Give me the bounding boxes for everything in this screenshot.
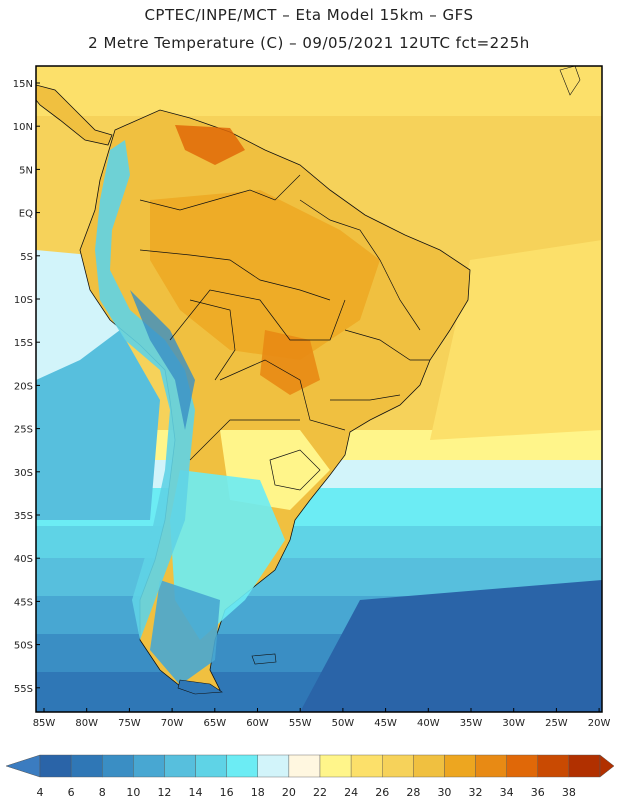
colorbar-swatch: [70, 754, 103, 778]
colorbar-swatch: [568, 754, 601, 778]
chart-subtitle: 2 Metre Temperature (C) – 09/05/2021 12U…: [88, 34, 530, 52]
deep-cold-pool: [300, 580, 602, 712]
lat-label: 15S: [14, 338, 33, 349]
lon-label: 50W: [332, 718, 355, 729]
lon-label: 30W: [502, 718, 525, 729]
lon-label: 70W: [161, 718, 184, 729]
central-america-land: [36, 84, 113, 146]
lon-label: 65W: [203, 718, 226, 729]
brazil-highlands-hot: [260, 330, 320, 395]
longitude-axis: 85W 80W 75W 70W 65W 60W 55W 50W 45W 40W 35W 30W 25W 2…: [33, 708, 611, 729]
lon-label: 45W: [374, 718, 397, 729]
colorbar-label: 38: [562, 786, 576, 799]
lat-label: 55S: [14, 684, 33, 695]
latitude-axis: 15N 10N 5N EQ 5S 10S 15S 20S 25S 30S 35S 40S 45S 50S 5…: [13, 79, 40, 695]
patagonia-cold: [150, 580, 220, 685]
caribbean-islands: [559, 66, 581, 96]
colorbar-swatch: [537, 754, 570, 778]
lat-label: 25S: [14, 425, 33, 436]
colorbar-label: 30: [437, 786, 451, 799]
colorbar-swatch: [506, 754, 538, 778]
colorbar-swatch: [288, 754, 321, 778]
colorbar-label: 12: [157, 786, 171, 799]
andes-cold-strip: [95, 140, 195, 640]
colorbar-swatch: [195, 754, 227, 778]
colorbar-label: 18: [251, 786, 265, 799]
colorbar-label: 26: [375, 786, 389, 799]
lon-label: 20W: [588, 718, 611, 729]
colorbar-label: 10: [126, 786, 140, 799]
lat-label: 35S: [14, 511, 33, 522]
band-cool: [36, 526, 602, 560]
colorbar-swatch: [350, 754, 383, 778]
colorbar-label: 22: [313, 786, 327, 799]
tierra-del-fuego: [177, 679, 223, 695]
band-tropics-warm: [36, 66, 602, 116]
lat-label: 10N: [13, 122, 33, 133]
colorbar-label: 20: [282, 786, 296, 799]
colorbar-swatch: [226, 754, 258, 778]
lon-label: 85W: [33, 718, 56, 729]
lat-label: 50S: [14, 641, 33, 652]
lat-label: 5N: [19, 165, 33, 176]
falkland-islands: [251, 653, 277, 665]
lon-label: 75W: [118, 718, 141, 729]
lon-label: 25W: [545, 718, 568, 729]
colorbar-swatch: [444, 754, 476, 778]
colorbar-label: 6: [68, 786, 75, 799]
colorbar-label: 36: [531, 786, 545, 799]
chart-title: CPTEC/INPE/MCT – Eta Model 15km – GFS: [144, 6, 474, 24]
colorbar-swatch: [39, 754, 72, 778]
lat-label: 40S: [14, 554, 33, 565]
lat-label: EQ: [19, 209, 33, 220]
colorbar-label: 4: [37, 786, 44, 799]
lon-label: 60W: [246, 718, 269, 729]
country-borders: [139, 174, 430, 491]
colorbar-swatch: [382, 754, 414, 778]
lon-label: 40W: [417, 718, 440, 729]
atlantic-warm-zone: [430, 240, 602, 440]
colorbar-label: 32: [469, 786, 483, 799]
colorbar-swatch: [102, 754, 134, 778]
lat-label: 10S: [14, 295, 33, 306]
lon-label: 80W: [75, 718, 98, 729]
lat-label: 15N: [13, 79, 33, 90]
colorbar-high-arrow: [599, 754, 615, 778]
colorbar-label: 34: [500, 786, 514, 799]
lat-label: 30S: [14, 468, 33, 479]
amazon-warm-core: [150, 190, 380, 360]
colorbar-label: 16: [220, 786, 234, 799]
colorbar-swatch: [257, 754, 290, 778]
colorbar-label: 8: [99, 786, 106, 799]
colorbar-label: 28: [406, 786, 420, 799]
pacific-cool-zone: [36, 330, 160, 520]
map-frame: [35, 65, 603, 713]
colorbar-low-arrow: [5, 754, 41, 778]
colorbar-swatch: [164, 754, 196, 778]
temperature-field: [36, 66, 602, 712]
colorbar: 4 6 8 10 12 14 16 18 20 22 24 26 28 30 32 34 36 38: [5, 754, 615, 799]
colorbar-swatch: [413, 754, 445, 778]
colorbar-swatch: [319, 754, 352, 778]
lon-label: 35W: [460, 718, 483, 729]
lat-label: 45S: [14, 597, 33, 608]
lat-label: 5S: [20, 252, 33, 263]
andes-high-peaks: [130, 290, 195, 430]
colorbar-label: 14: [189, 786, 203, 799]
colorbar-label: 24: [344, 786, 358, 799]
colorbar-swatch: [475, 754, 507, 778]
colorbar-swatch: [133, 754, 165, 778]
venezuela-hotspot: [175, 125, 245, 165]
lon-label: 55W: [289, 718, 312, 729]
lat-label: 20S: [14, 381, 33, 392]
